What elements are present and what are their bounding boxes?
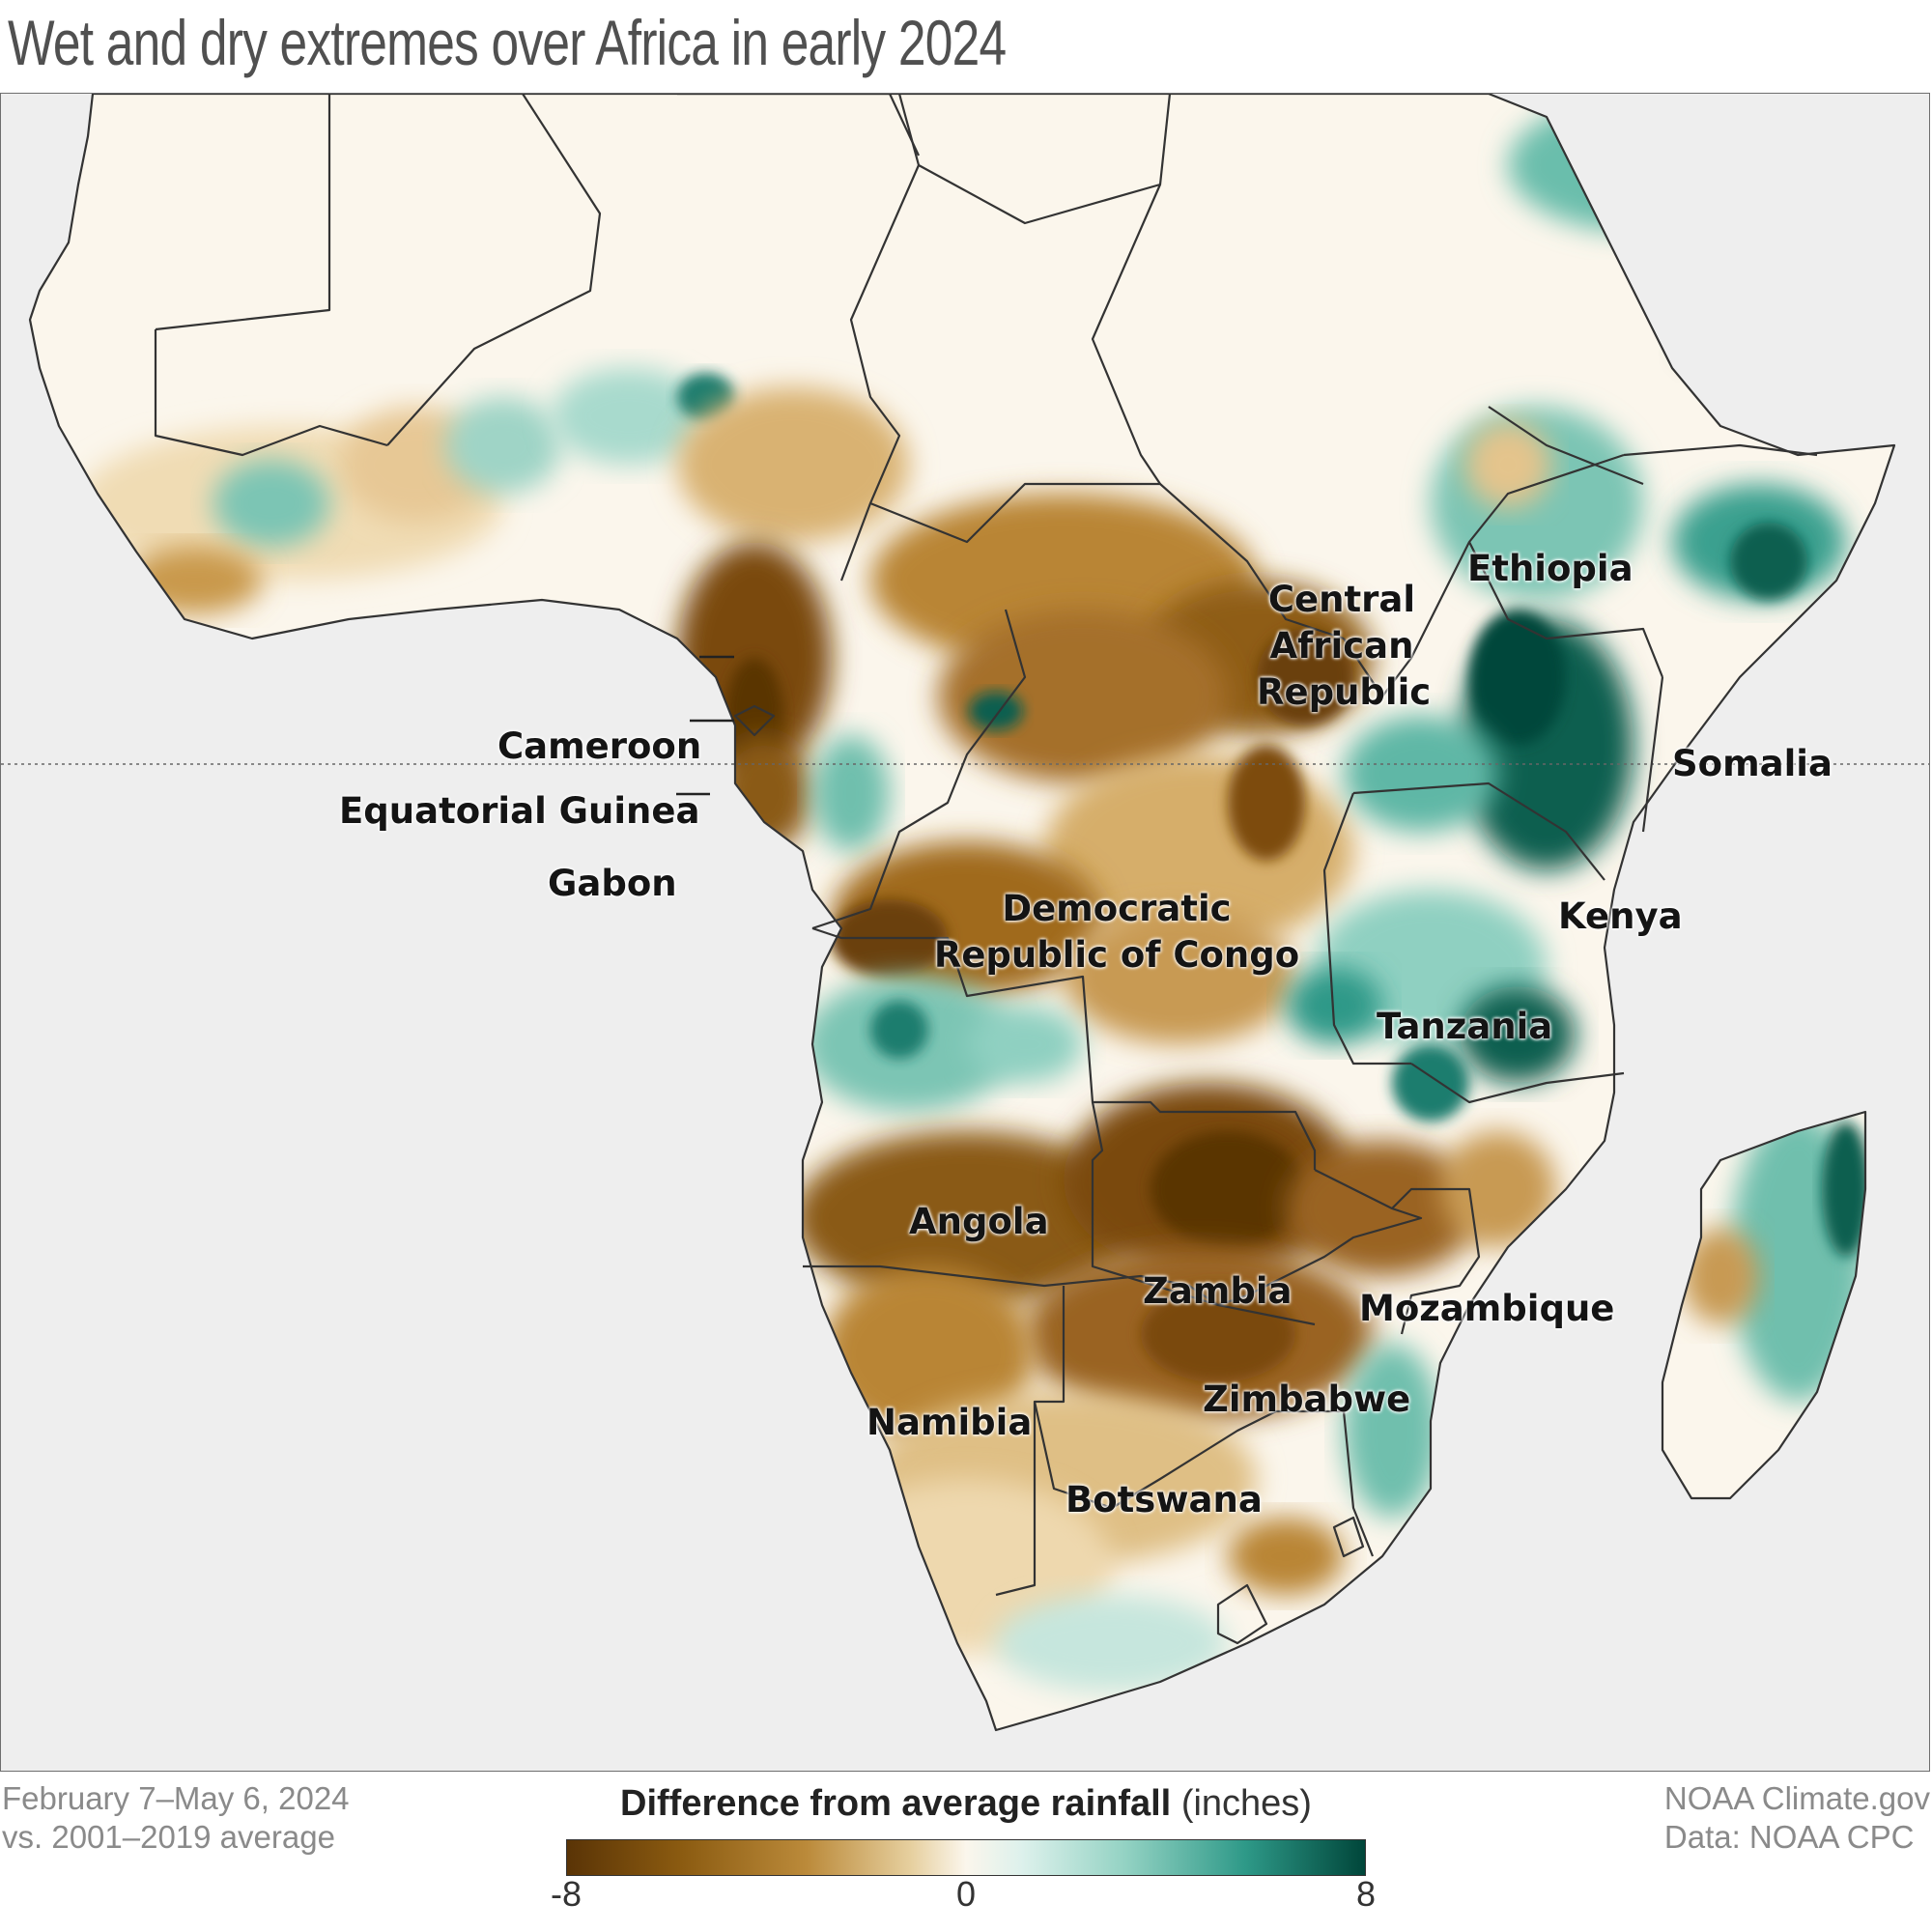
label-ethiopia: Ethiopia	[1467, 548, 1634, 589]
map-frame: Cameroon Equatorial Guinea Gabon Central…	[0, 93, 1930, 1772]
label-drc: Democratic Republic of Congo	[928, 886, 1305, 979]
legend-title-unit: (inches)	[1180, 1783, 1312, 1824]
source-note: NOAA Climate.gov Data: NOAA CPC	[1664, 1779, 1930, 1857]
label-kenya: Kenya	[1558, 895, 1683, 937]
label-botswana: Botswana	[1065, 1479, 1263, 1520]
label-car-line2: African	[1269, 625, 1414, 667]
chart-title: Wet and dry extremes over Africa in earl…	[8, 7, 1007, 78]
period-line1: February 7–May 6, 2024	[2, 1780, 350, 1816]
legend-title: Difference from average rainfall (inches…	[0, 1783, 1932, 1825]
legend-tick-min: -8	[550, 1874, 582, 1914]
legend-tick-max: 8	[1355, 1874, 1377, 1914]
label-car-line3: Republic	[1257, 671, 1432, 713]
source-line1: NOAA Climate.gov	[1663, 1780, 1930, 1816]
label-drc-line1: Democratic	[1002, 888, 1232, 929]
africa-map	[1, 94, 1929, 1732]
label-zambia: Zambia	[1143, 1270, 1293, 1312]
label-car-line1: Central	[1267, 579, 1416, 620]
label-gabon: Gabon	[548, 863, 677, 904]
label-tanzania: Tanzania	[1377, 1006, 1553, 1047]
label-central-african-republic: Central African Republic	[1257, 577, 1432, 716]
label-zimbabwe: Zimbabwe	[1203, 1378, 1411, 1420]
label-cameroon: Cameroon	[497, 725, 702, 767]
period-note: February 7–May 6, 2024 vs. 2001–2019 ave…	[2, 1779, 350, 1857]
label-namibia: Namibia	[867, 1402, 1033, 1443]
label-equatorial-guinea: Equatorial Guinea	[339, 790, 700, 832]
period-line2: vs. 2001–2019 average	[2, 1819, 335, 1855]
label-angola: Angola	[909, 1201, 1049, 1242]
legend-colorbar	[566, 1839, 1366, 1876]
label-somalia: Somalia	[1672, 743, 1833, 784]
label-mozambique: Mozambique	[1359, 1288, 1615, 1329]
country-borders	[28, 94, 1896, 1732]
legend-tick-mid: 0	[955, 1874, 977, 1914]
rainfall-anomaly-field	[78, 98, 1870, 1691]
source-line2: Data: NOAA CPC	[1663, 1819, 1915, 1855]
label-drc-line2: Republic of Congo	[933, 934, 1300, 976]
legend-title-main: Difference from average rainfall	[620, 1783, 1172, 1824]
